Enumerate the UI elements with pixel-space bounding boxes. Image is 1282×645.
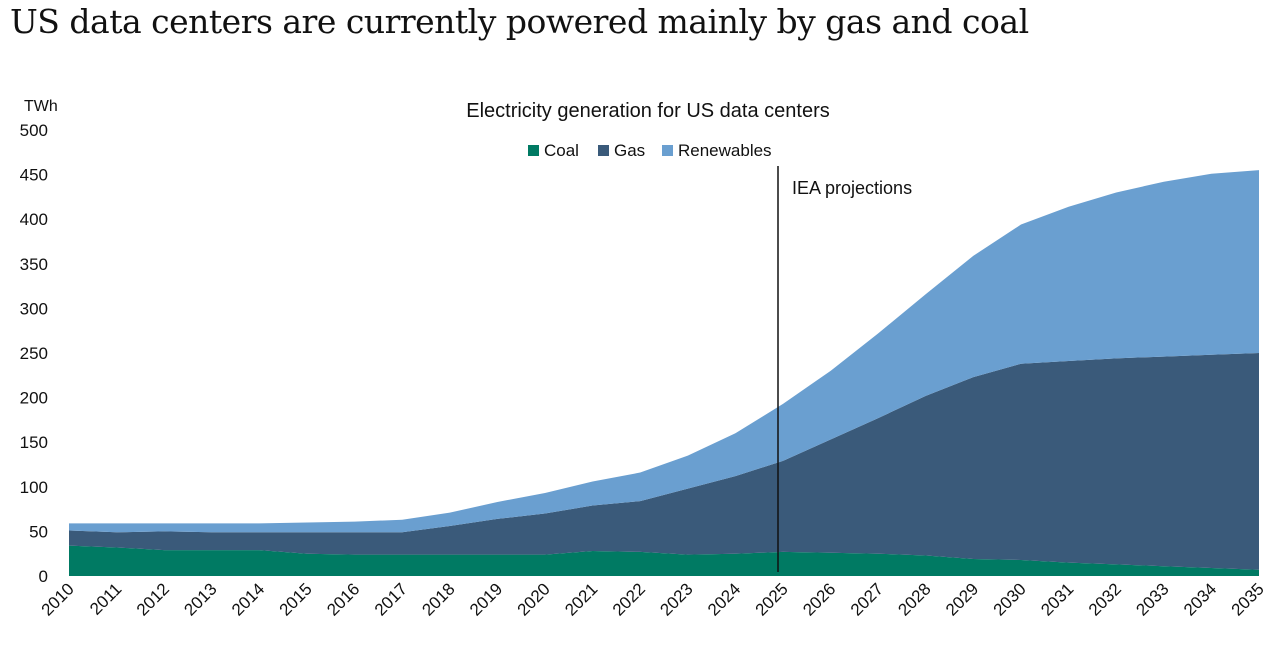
x-tick-label: 2018 [418,579,458,619]
y-tick-label: 150 [20,433,48,452]
x-tick-label: 2016 [323,579,363,619]
x-tick-label: 2031 [1037,579,1077,619]
x-tick-label: 2011 [86,579,125,618]
legend-label-renewables: Renewables [678,141,772,160]
y-tick-label: 100 [20,478,48,497]
x-tick-label: 2024 [704,579,744,619]
x-tick-label: 2028 [894,579,934,619]
page-title: US data centers are currently powered ma… [10,2,1029,41]
x-tick-label: 2014 [228,579,268,619]
x-tick-label: 2026 [799,579,839,619]
legend-swatch-coal [528,145,539,156]
x-tick-label: 2027 [847,579,887,619]
x-tick-label: 2015 [276,579,316,619]
x-tick-label: 2035 [1228,579,1268,619]
x-tick-label: 2030 [990,579,1030,619]
x-tick-label: 2013 [180,579,220,619]
series-area-coal [69,545,1259,576]
y-tick-label: 50 [29,522,48,541]
series-area-gas [69,353,1259,570]
y-tick-label: 500 [20,121,48,140]
legend-swatch-gas [598,145,609,156]
annotation-layer: IEA projections [777,166,912,572]
x-tick-label: 2033 [1132,579,1172,619]
x-tick-label: 2021 [561,579,601,619]
legend-label-coal: Coal [544,141,579,160]
y-tick-label: 400 [20,210,48,229]
y-tick-label: 200 [20,389,48,408]
legend-label-gas: Gas [614,141,645,160]
x-axis: 2010 2011 2012 2013 2014 2015 2016 2017 2018 2019… [38,579,1268,619]
x-tick-label: 2032 [1085,579,1125,619]
y-tick-label: 0 [39,567,48,586]
series-area-renewables [69,170,1259,533]
y-tick-label: 300 [20,299,48,318]
x-tick-label: 2029 [942,579,982,619]
chart-title: Electricity generation for US data cente… [466,100,830,122]
x-tick-label: 2012 [133,579,173,619]
y-axis: 0 50 100 150 200 250 300 350 400 450 500 [20,121,48,586]
x-tick-label: 2017 [371,579,411,619]
series-areas [69,170,1259,576]
y-tick-label: 250 [20,344,48,363]
x-tick-label: 2022 [609,579,649,619]
y-tick-label: 450 [20,166,48,185]
legend-swatch-renewables [662,145,673,156]
chart-legend: Coal Gas Renewables [528,141,772,160]
x-tick-label: 2025 [752,579,792,619]
y-tick-label: 350 [20,255,48,274]
x-tick-label: 2020 [514,579,554,619]
projection-annotation-label: IEA projections [792,178,912,198]
y-axis-unit-label: TWh [24,98,58,115]
x-tick-label: 2034 [1180,579,1220,619]
x-tick-label: 2019 [466,579,506,619]
x-tick-label: 2023 [656,579,696,619]
